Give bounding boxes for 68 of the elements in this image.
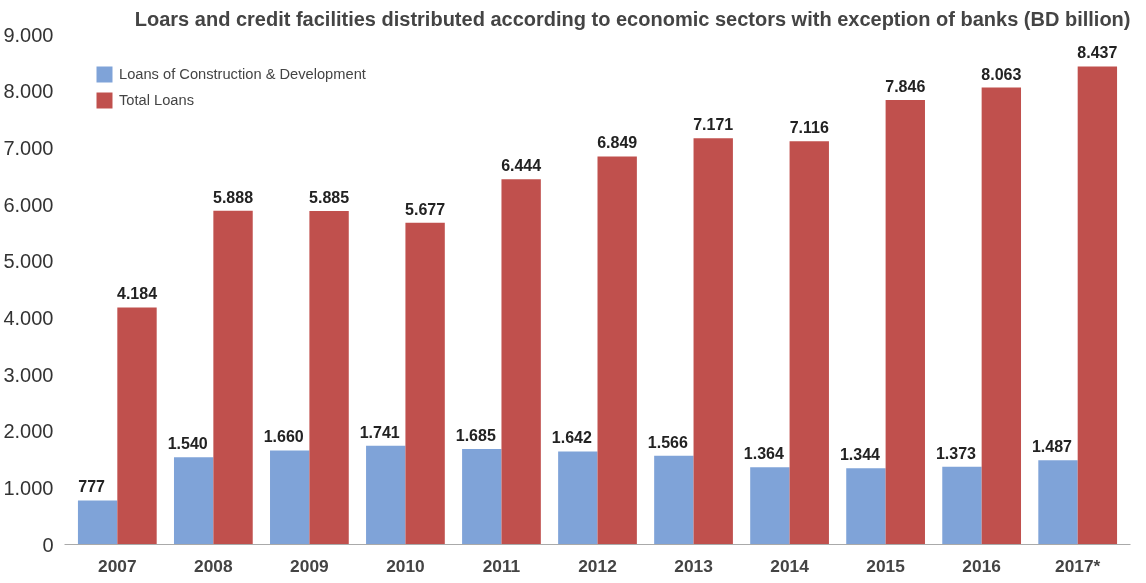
x-tick-label: 2017* — [1055, 555, 1101, 576]
data-label: 1.660 — [263, 428, 304, 446]
y-tick-label: 3.000 — [3, 363, 54, 386]
bar — [558, 451, 598, 545]
y-tick-label: 7.000 — [3, 136, 54, 159]
data-label: 1.566 — [647, 433, 688, 451]
x-tick-label: 2010 — [386, 555, 425, 576]
y-tick-label: 5.000 — [3, 250, 54, 273]
x-tick-label: 2016 — [962, 555, 1002, 576]
chart-title: Loars and credit facilities distributed according to economic sectors with exception of banks (BD billion) — [134, 7, 1131, 30]
data-label: 7.846 — [885, 77, 926, 95]
y-tick-label: 9.000 — [3, 23, 54, 46]
y-tick-label: 4.000 — [3, 306, 54, 329]
data-label: 1.373 — [935, 444, 977, 462]
bar — [750, 467, 790, 545]
y-tick-label: 1.000 — [3, 476, 54, 499]
x-tick-label: 2012 — [578, 555, 617, 576]
bar — [981, 87, 1022, 545]
y-tick-label: 8.000 — [3, 80, 54, 103]
data-label: 7.171 — [693, 116, 734, 134]
data-label: 1.540 — [167, 435, 208, 453]
bar — [1038, 460, 1078, 545]
bar — [597, 156, 637, 545]
bar — [789, 141, 829, 545]
data-label: 777 — [78, 478, 106, 496]
bar — [309, 211, 349, 545]
x-tick-label: 2014 — [770, 555, 810, 576]
data-label: 1.487 — [1031, 438, 1073, 456]
bar — [942, 466, 982, 545]
bar — [213, 210, 253, 545]
data-label: 5.885 — [309, 189, 350, 207]
bar — [77, 500, 118, 545]
x-tick-label: 2013 — [674, 555, 714, 576]
x-tick-label: 2011 — [482, 555, 521, 576]
data-label: 1.685 — [455, 427, 496, 445]
data-label: 8.063 — [981, 65, 1022, 83]
bar — [117, 307, 157, 545]
bar — [366, 445, 406, 545]
x-tick-label: 2015 — [866, 555, 906, 576]
data-label: 6.849 — [597, 134, 638, 152]
bar — [1077, 66, 1118, 545]
bar — [885, 99, 925, 545]
bar — [173, 457, 214, 545]
bar — [846, 468, 886, 545]
data-label: 4.184 — [116, 285, 158, 303]
data-label: 5.888 — [213, 188, 254, 206]
x-tick-label: 2007 — [98, 555, 137, 576]
x-tick-label: 2009 — [290, 555, 329, 576]
bar — [270, 450, 310, 545]
data-label: 1.741 — [359, 423, 400, 441]
bar — [462, 449, 502, 545]
data-label: 6.444 — [501, 157, 542, 175]
data-label: 8.437 — [1077, 44, 1118, 62]
legend-label: Total Loans — [119, 92, 194, 108]
data-label: 5.677 — [405, 200, 446, 218]
x-tick-label: 2008 — [194, 555, 233, 576]
y-tick-label: 2.000 — [3, 420, 54, 443]
data-label: 1.364 — [743, 445, 785, 463]
data-label: 1.642 — [551, 429, 592, 447]
y-tick-label: 6.000 — [3, 193, 54, 216]
bar — [501, 179, 541, 545]
bar — [405, 222, 445, 545]
bar — [654, 455, 694, 545]
legend-label: Loans of Construction & Development — [119, 66, 366, 82]
y-tick-label: 0 — [42, 533, 54, 556]
data-label: 7.116 — [789, 119, 829, 137]
data-label: 1.344 — [839, 446, 881, 464]
bar — [693, 138, 733, 545]
